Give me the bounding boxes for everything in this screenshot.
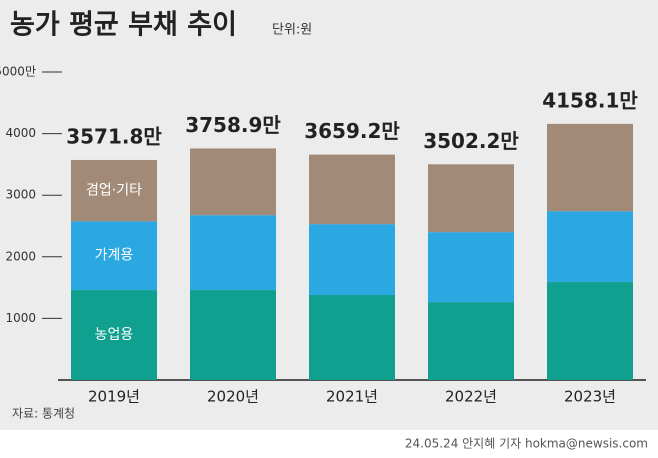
y-tick-label: 4000 [5, 126, 36, 140]
credit: 24.05.24 안지혜 기자 hokma@newsis.com [405, 437, 648, 451]
bar-segment [309, 294, 395, 380]
bar-segment [547, 123, 633, 212]
total-label: 3502.2만 [423, 129, 519, 153]
total-label: 4158.1만 [542, 88, 638, 112]
source: 자료: 통계청 [12, 407, 75, 421]
bar-segment [309, 154, 395, 225]
total-label: 3659.2만 [304, 119, 400, 143]
bar-segment [547, 282, 633, 380]
x-tick-label: 2021년 [326, 388, 378, 406]
series-label: 가계용 [95, 248, 134, 264]
bar-segment [547, 211, 633, 283]
x-tick-label: 2022년 [445, 388, 497, 406]
series-label: 겸업·기타 [86, 183, 142, 199]
total-label: 3758.9만 [185, 113, 281, 137]
credit-strip [0, 430, 658, 458]
bar-segment [190, 148, 276, 216]
chart-title: 농가 평균 부채 추이 [10, 10, 237, 41]
bar-segment [71, 159, 157, 222]
y-tick-label: 5000만 [0, 65, 36, 79]
bar-segment [71, 221, 157, 291]
x-tick-label: 2020년 [207, 388, 259, 406]
y-tick-label: 2000 [5, 249, 36, 263]
bar-segment [428, 232, 514, 303]
series-label: 농업용 [95, 327, 134, 343]
total-label: 3571.8만 [66, 124, 162, 148]
bar-segment [428, 164, 514, 233]
y-tick-label: 1000 [5, 311, 36, 325]
bar-segment [190, 290, 276, 380]
bar-segment [190, 215, 276, 291]
unit-label: 단위:원 [272, 23, 312, 38]
bar-segment [71, 290, 157, 380]
x-tick-label: 2023년 [564, 388, 616, 406]
x-tick-label: 2019년 [88, 388, 140, 406]
bar-segment [428, 302, 514, 380]
y-tick-label: 3000 [5, 188, 36, 202]
bar-segment [309, 224, 395, 295]
